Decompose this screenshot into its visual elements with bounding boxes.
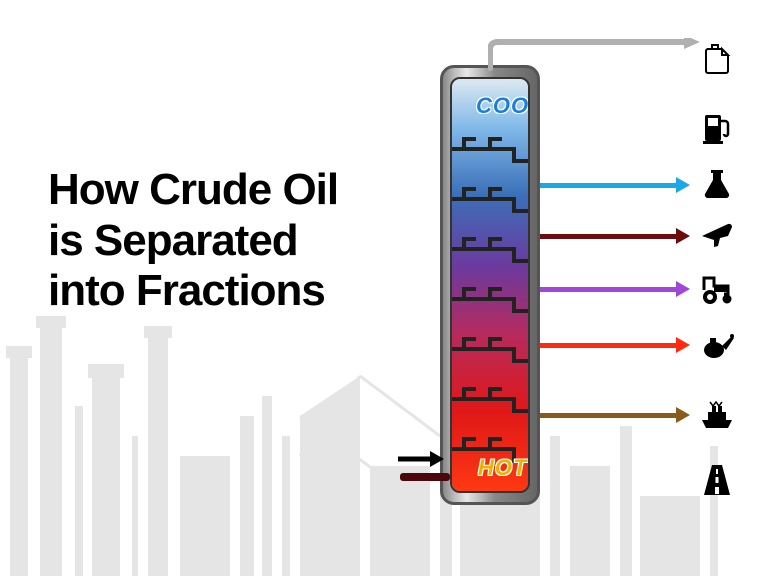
crude-inlet-pipe xyxy=(400,473,450,481)
fractionating-column: COOL HOT xyxy=(440,65,540,505)
column-tray xyxy=(452,187,530,213)
gasoline-icon xyxy=(700,111,734,145)
bitumen-icon xyxy=(700,463,734,497)
column-tray xyxy=(452,137,530,163)
column-tray xyxy=(452,287,530,313)
label-hot: HOT xyxy=(478,455,527,481)
column-interior: COOL HOT xyxy=(450,77,530,493)
kerosene-icon xyxy=(700,219,734,253)
column-tray xyxy=(452,387,530,413)
top-outlet-pipe xyxy=(488,38,708,78)
title-line-2: is Separated xyxy=(48,216,338,267)
fueloil-icon xyxy=(700,398,734,432)
naphtha-icon xyxy=(700,168,734,202)
lubricant-icon xyxy=(700,328,734,362)
column-tray xyxy=(452,237,530,263)
title-line-3: into Fractions xyxy=(48,266,338,317)
label-cool: COOL xyxy=(476,93,530,119)
diesel-icon xyxy=(700,272,734,306)
column-tray xyxy=(452,337,530,363)
gas-icon xyxy=(700,43,734,77)
crude-inlet-arrow xyxy=(398,448,446,470)
title-line-1: How Crude Oil xyxy=(48,165,338,216)
page-title: How Crude Oil is Separated into Fraction… xyxy=(48,165,338,317)
